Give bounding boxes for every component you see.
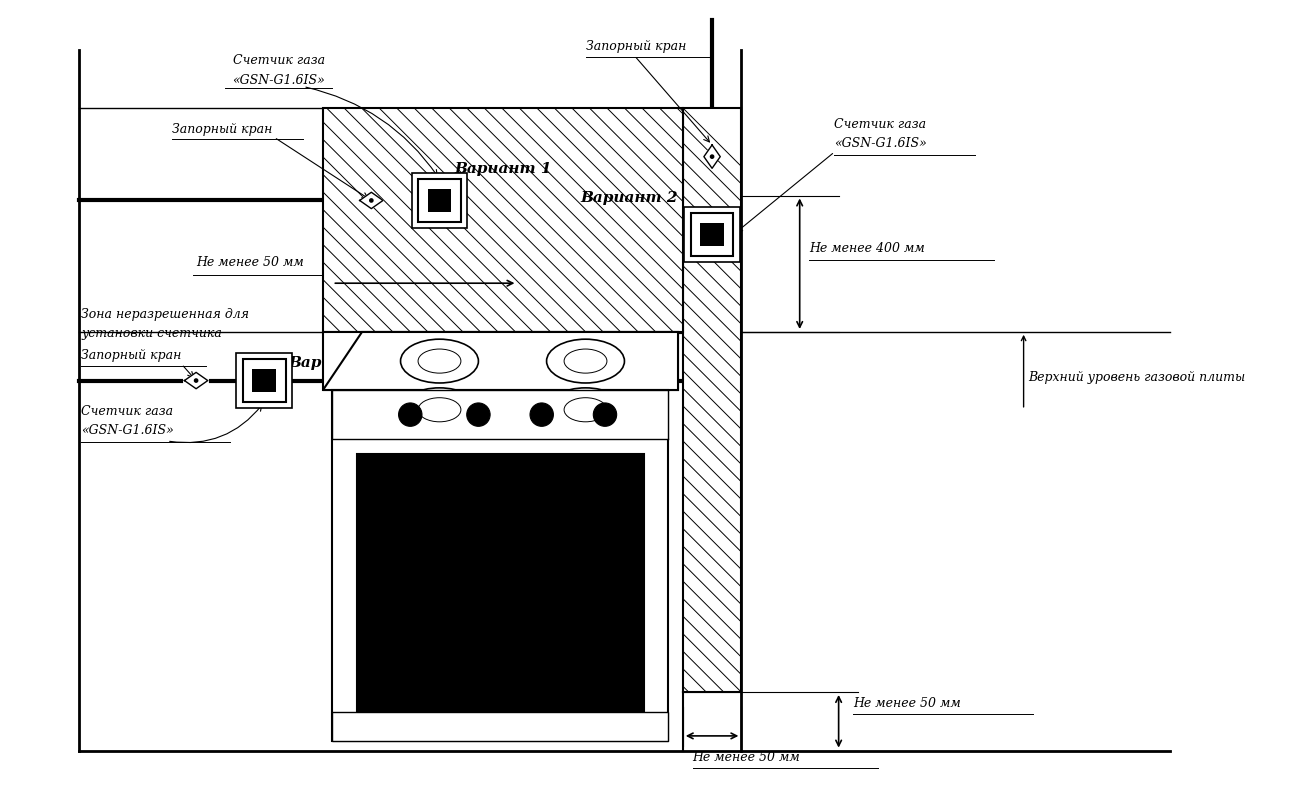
Text: «GSN-G1.6IS»: «GSN-G1.6IS» [81, 424, 174, 437]
Text: «GSN-G1.6IS»: «GSN-G1.6IS» [833, 137, 926, 150]
Bar [243, 359, 286, 402]
Bar [412, 172, 468, 229]
Bar [685, 207, 740, 262]
Polygon shape [704, 145, 720, 168]
Text: Зона неразрешенная для: Зона неразрешенная для [81, 307, 249, 321]
Text: Счетчик газа: Счетчик газа [833, 118, 926, 131]
Text: «GSN-G1.6IS»: «GSN-G1.6IS» [233, 74, 326, 87]
Text: Запорный кран: Запорный кран [81, 350, 182, 363]
Text: Не менее 50 мм: Не менее 50 мм [853, 697, 961, 710]
Circle shape [593, 403, 616, 427]
Circle shape [194, 379, 199, 383]
Text: Вариант 2: Вариант 2 [580, 191, 678, 205]
Bar [332, 391, 668, 741]
Text: Не менее 50 мм: Не менее 50 мм [196, 256, 304, 269]
Ellipse shape [547, 388, 624, 431]
Ellipse shape [565, 349, 607, 373]
Text: Не менее 50 мм: Не менее 50 мм [693, 751, 800, 764]
Ellipse shape [565, 398, 607, 422]
Bar [323, 108, 683, 332]
Circle shape [370, 198, 373, 203]
Bar [700, 223, 724, 246]
Bar [419, 179, 461, 222]
Text: установки счетчика: установки счетчика [81, 327, 222, 340]
Text: Запорный кран: Запорный кран [585, 40, 686, 53]
Circle shape [399, 403, 422, 427]
Ellipse shape [547, 339, 624, 383]
Polygon shape [359, 192, 382, 209]
Bar [332, 711, 668, 741]
Text: Вариант 1: Вариант 1 [453, 161, 552, 176]
Bar [691, 213, 734, 256]
Circle shape [709, 154, 714, 159]
Text: Счетчик газа: Счетчик газа [233, 55, 324, 67]
Circle shape [466, 403, 490, 427]
Ellipse shape [401, 388, 478, 431]
Bar [332, 391, 668, 439]
Ellipse shape [419, 398, 461, 422]
Ellipse shape [401, 339, 478, 383]
Text: Запорный кран: Запорный кран [172, 123, 273, 136]
Bar [252, 369, 276, 392]
Polygon shape [323, 332, 678, 391]
Polygon shape [185, 372, 208, 389]
Text: Не менее 400 мм: Не менее 400 мм [809, 242, 925, 255]
Bar [428, 188, 451, 213]
Bar [323, 332, 678, 391]
Text: Верхний уровень газовой плиты: Верхний уровень газовой плиты [1028, 371, 1245, 384]
Ellipse shape [419, 349, 461, 373]
Text: Счетчик газа: Счетчик газа [81, 405, 173, 418]
Bar [236, 353, 292, 408]
Bar [357, 454, 643, 711]
Text: Вариант 3: Вариант 3 [288, 356, 386, 371]
Bar [683, 108, 742, 692]
Circle shape [530, 403, 553, 427]
